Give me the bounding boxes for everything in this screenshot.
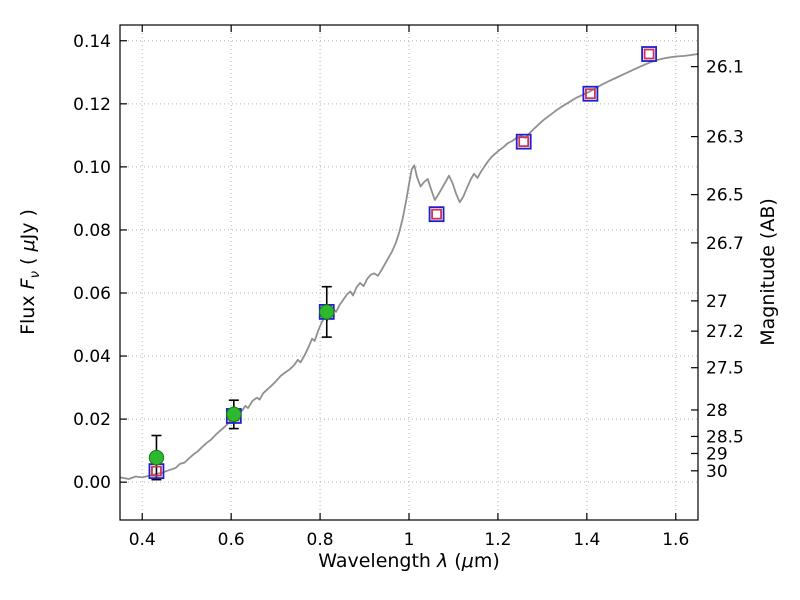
ticks bbox=[120, 25, 698, 520]
model-photometry-square-inner bbox=[151, 465, 162, 477]
nu-subscript: ν bbox=[27, 270, 43, 279]
x-tick-label: 1 bbox=[404, 530, 415, 550]
lambda-symbol: λ bbox=[437, 550, 449, 572]
y-axis-label-right-text: Magnitude (AB) bbox=[757, 198, 779, 346]
error-bars bbox=[151, 285, 332, 481]
mu-symbol: μ bbox=[17, 239, 40, 252]
x-axis-label: Wavelength λ (μm) bbox=[318, 550, 500, 572]
model-photometry-square-inner bbox=[585, 88, 596, 100]
y-right-tick-label: 26.3 bbox=[706, 128, 744, 148]
model-photometry-markers bbox=[148, 46, 657, 480]
observed-photometry-circle bbox=[226, 406, 242, 423]
model-photometry-square-outer bbox=[428, 206, 445, 223]
y-right-tick-label: 28.5 bbox=[706, 427, 744, 447]
x-tick-label: 1.2 bbox=[484, 530, 511, 550]
x-tick-label: 0.4 bbox=[129, 530, 156, 550]
mu-symbol: μ bbox=[461, 550, 474, 572]
y-right-tick-label: 27 bbox=[706, 292, 728, 312]
x-tick-label: 0.8 bbox=[307, 530, 334, 550]
y-right-tick-label: 26.1 bbox=[706, 58, 744, 78]
y-left-tick-label: 0.02 bbox=[73, 410, 111, 430]
observed-photometry-circle bbox=[319, 304, 335, 320]
model-photometry-square-inner bbox=[643, 48, 655, 60]
grid bbox=[120, 25, 698, 520]
y-left-tick-label: 0.14 bbox=[73, 32, 111, 52]
observed-photometry-markers bbox=[148, 304, 335, 466]
y-right-tick-label: 30 bbox=[706, 462, 728, 482]
tick-labels: 0.4 0.6 0.8 1 1.2 1.4 1.6 0.00 0.02 0.04 0.06 0.08 0… bbox=[73, 32, 744, 550]
y-axis-label-left-text: Flux bbox=[17, 289, 40, 335]
y-left-tick-label: 0.06 bbox=[73, 284, 111, 304]
model-photometry-square-outer bbox=[582, 85, 599, 102]
y-left-tick-label: 0.04 bbox=[73, 347, 111, 367]
model-photometry-square-outer bbox=[515, 133, 532, 150]
y-left-tick-label: 0.12 bbox=[73, 95, 111, 115]
x-tick-label: 1.4 bbox=[573, 530, 600, 550]
y-right-tick-label: 29 bbox=[706, 444, 728, 464]
y-left-tick-label: 0.00 bbox=[73, 473, 111, 493]
observed-photometry-circle bbox=[148, 449, 165, 466]
x-axis-label-text: Wavelength bbox=[318, 550, 438, 572]
y-right-tick-label: 28 bbox=[706, 401, 728, 421]
y-left-tick-label: 0.10 bbox=[73, 158, 111, 178]
x-tick-label: 0.6 bbox=[218, 530, 245, 550]
model-photometry-square-inner bbox=[431, 208, 442, 220]
model-photometry-square-inner bbox=[518, 136, 530, 148]
y-right-tick-label: 26.7 bbox=[706, 234, 744, 254]
y-right-tick-label: 27.5 bbox=[706, 359, 744, 379]
model-photometry-square-outer bbox=[641, 46, 657, 62]
y-axis-label-right: Magnitude (AB) bbox=[757, 198, 779, 346]
y-axis-label-left: Flux Fν ( μJy ) bbox=[17, 209, 43, 335]
y-left-tick-label: 0.08 bbox=[73, 221, 111, 241]
flux-symbol: F bbox=[17, 278, 40, 290]
x-tick-label: 1.6 bbox=[662, 530, 689, 550]
y-right-tick-label: 27.2 bbox=[706, 322, 744, 342]
y-right-tick-label: 26.5 bbox=[706, 186, 744, 206]
